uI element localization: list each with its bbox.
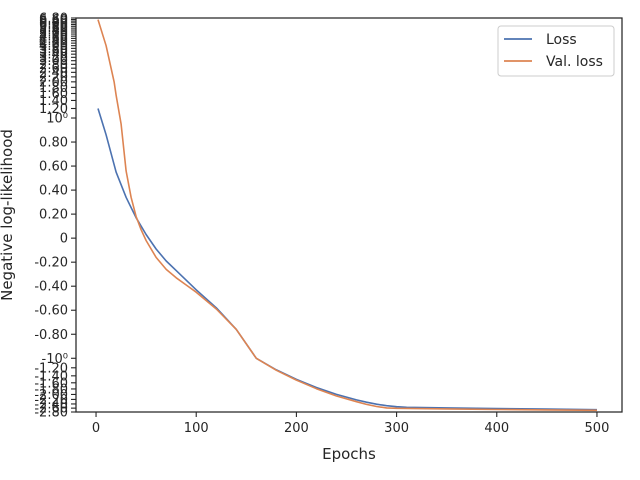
y-tick-label: -0.20: [34, 256, 68, 271]
y-tick-label: -10⁰: [42, 352, 68, 367]
y-tick-label: -1.40: [34, 369, 68, 384]
y-tick-label: -1.80: [34, 382, 68, 397]
y-tick-label: 2.80: [39, 58, 68, 73]
y-tick-label: 0.80: [39, 136, 68, 151]
y-tick-label: 2.20: [39, 70, 68, 85]
y-tick-label: -0.60: [34, 304, 68, 319]
series-line-val-loss: [97, 19, 598, 412]
y-tick-label: 3.80: [39, 42, 68, 57]
y-tick-label: 0.20: [39, 208, 68, 223]
y-tick-label: 4.40: [39, 34, 68, 49]
y-tick-label: -2.00: [34, 388, 68, 403]
y-tick-label: -2.40: [34, 397, 68, 412]
y-tick-label: 3.20: [39, 51, 68, 66]
y-tick-label: 0.40: [39, 184, 68, 199]
y-tick-label: 2.00: [39, 75, 68, 90]
y-tick-label: 3.00: [39, 54, 68, 69]
y-tick-label: -0.80: [34, 328, 68, 343]
y-tick-label: 3.40: [39, 48, 68, 63]
x-tick-label: 200: [284, 421, 309, 436]
y-tick-label: 1.20: [39, 102, 68, 117]
plot-frame: [75, 17, 623, 413]
y-axis-label: Negative log-likelihood: [0, 129, 16, 301]
y-tick-label: 2.40: [39, 66, 68, 81]
x-tick-label: 300: [384, 421, 409, 436]
y-tick-label: -2.20: [34, 393, 68, 408]
plot-area: [76, 18, 622, 412]
y-tick-label: 5.60: [39, 22, 68, 37]
x-tick-label: 0: [92, 421, 100, 436]
y-tick-label: 6.60: [39, 13, 68, 28]
y-tick-label: 4.80: [39, 30, 68, 45]
legend-label-loss: Loss: [546, 32, 577, 48]
y-tick-label: 5.40: [39, 24, 68, 39]
y-tick-label: 4.60: [39, 32, 68, 47]
y-tick-label: 5.20: [39, 25, 68, 40]
y-tick-label: -2.60: [34, 402, 68, 417]
y-tick-label: 6.40: [39, 15, 68, 30]
y-tick-label: -1.60: [34, 376, 68, 391]
y-tick-label: -1.20: [34, 361, 68, 376]
x-tick-label: 400: [484, 421, 509, 436]
x-tick-label: 500: [585, 421, 610, 436]
y-tick-label: 6.20: [39, 16, 68, 31]
y-tick-label: 10⁰: [46, 112, 68, 127]
legend-label-val-loss: Val. loss: [546, 54, 603, 70]
x-tick-label: 100: [184, 421, 209, 436]
y-tick-label: 0: [60, 232, 68, 247]
y-tick-label: 1.60: [39, 87, 68, 102]
y-tick-label: 1.80: [39, 81, 68, 96]
y-tick-label: 5.80: [39, 20, 68, 35]
y-tick-label: -2.80: [34, 406, 68, 421]
y-tick-label: 3.60: [39, 45, 68, 60]
legend: Loss Val. loss: [497, 25, 615, 77]
x-axis-label: Epochs: [322, 445, 376, 463]
y-tick-label: 5.00: [39, 28, 68, 43]
y-tick-label: 1.40: [39, 94, 68, 109]
y-tick-label: 0.60: [39, 160, 68, 175]
series-layer: [97, 19, 598, 412]
y-tick-label: -0.40: [34, 280, 68, 295]
y-tick-label: 6.80: [39, 12, 68, 27]
y-tick-label: 4.20: [39, 37, 68, 52]
y-tick-label: 4.00: [39, 39, 68, 54]
axes-layer: 0 100 200 300 400 500 -2.80-2.60-2.40-2.20-2.0…: [34, 12, 609, 437]
y-tick-label: 6.00: [39, 18, 68, 33]
y-tick-label: 2.60: [39, 62, 68, 77]
